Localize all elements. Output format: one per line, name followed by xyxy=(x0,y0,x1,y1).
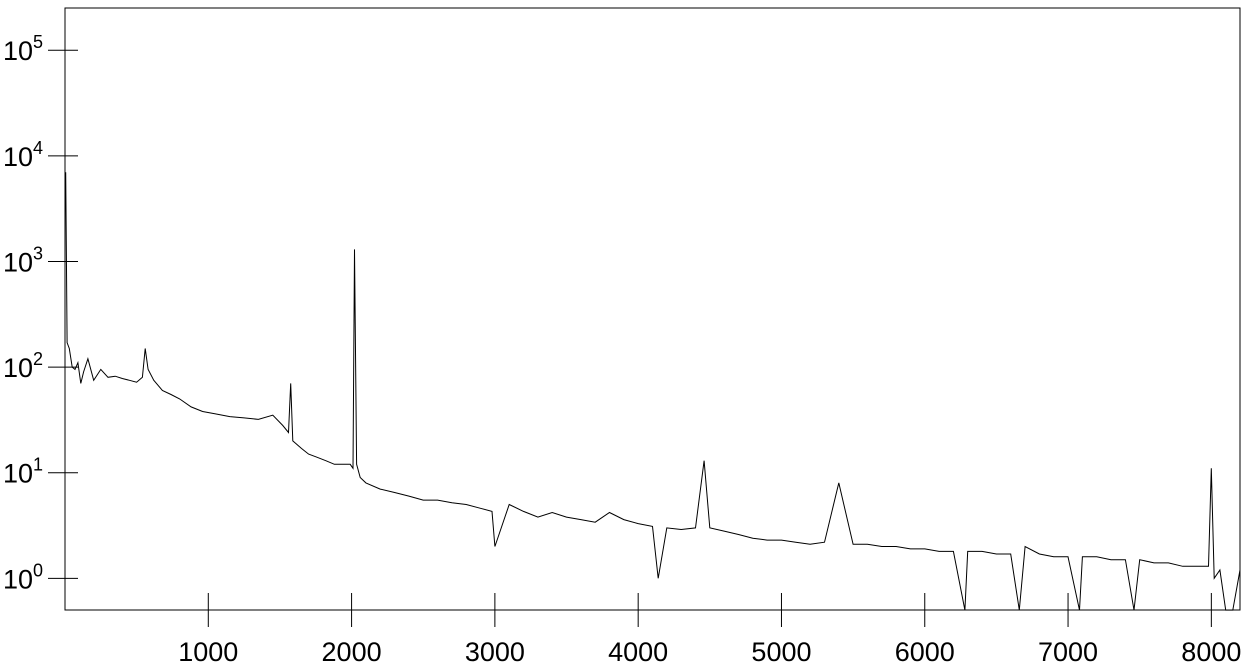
y-tick-label: 105 xyxy=(3,32,43,66)
series-layer xyxy=(65,172,1241,611)
y-tick-base: 10 xyxy=(3,564,33,594)
x-tick-label: 2000 xyxy=(322,637,382,667)
x-tick-label: 8000 xyxy=(1181,637,1241,667)
y-tick-exponent: 0 xyxy=(33,560,43,580)
x-tick-label: 6000 xyxy=(895,637,955,667)
plot-area-frame xyxy=(64,7,1241,611)
x-tick-label: 5000 xyxy=(751,637,811,667)
y-tick-label: 100 xyxy=(3,560,43,594)
y-tick-label: 101 xyxy=(3,455,43,489)
y-tick-base: 10 xyxy=(3,353,33,383)
y-tick-exponent: 4 xyxy=(33,138,43,158)
y-tick-exponent: 3 xyxy=(33,243,43,263)
x-tick-label: 4000 xyxy=(608,637,668,667)
x-tick-label: 3000 xyxy=(465,637,525,667)
x-tick-label: 1000 xyxy=(178,637,238,667)
x-axis: 1000 2000 3000 4000 5000 6000 7000 8000 xyxy=(178,593,1241,667)
y-tick-exponent: 1 xyxy=(33,455,43,475)
y-tick-exponent: 5 xyxy=(33,32,43,52)
y-tick-base: 10 xyxy=(3,142,33,172)
y-tick-label: 104 xyxy=(3,138,43,172)
x-tick-label: 7000 xyxy=(1038,637,1098,667)
y-tick-exponent: 2 xyxy=(33,349,43,369)
y-tick-base: 10 xyxy=(3,247,33,277)
series-line xyxy=(65,172,1241,611)
y-tick-base: 10 xyxy=(3,459,33,489)
y-tick-label: 102 xyxy=(3,349,43,383)
y-tick-label: 103 xyxy=(3,243,43,277)
y-tick-base: 10 xyxy=(3,36,33,66)
